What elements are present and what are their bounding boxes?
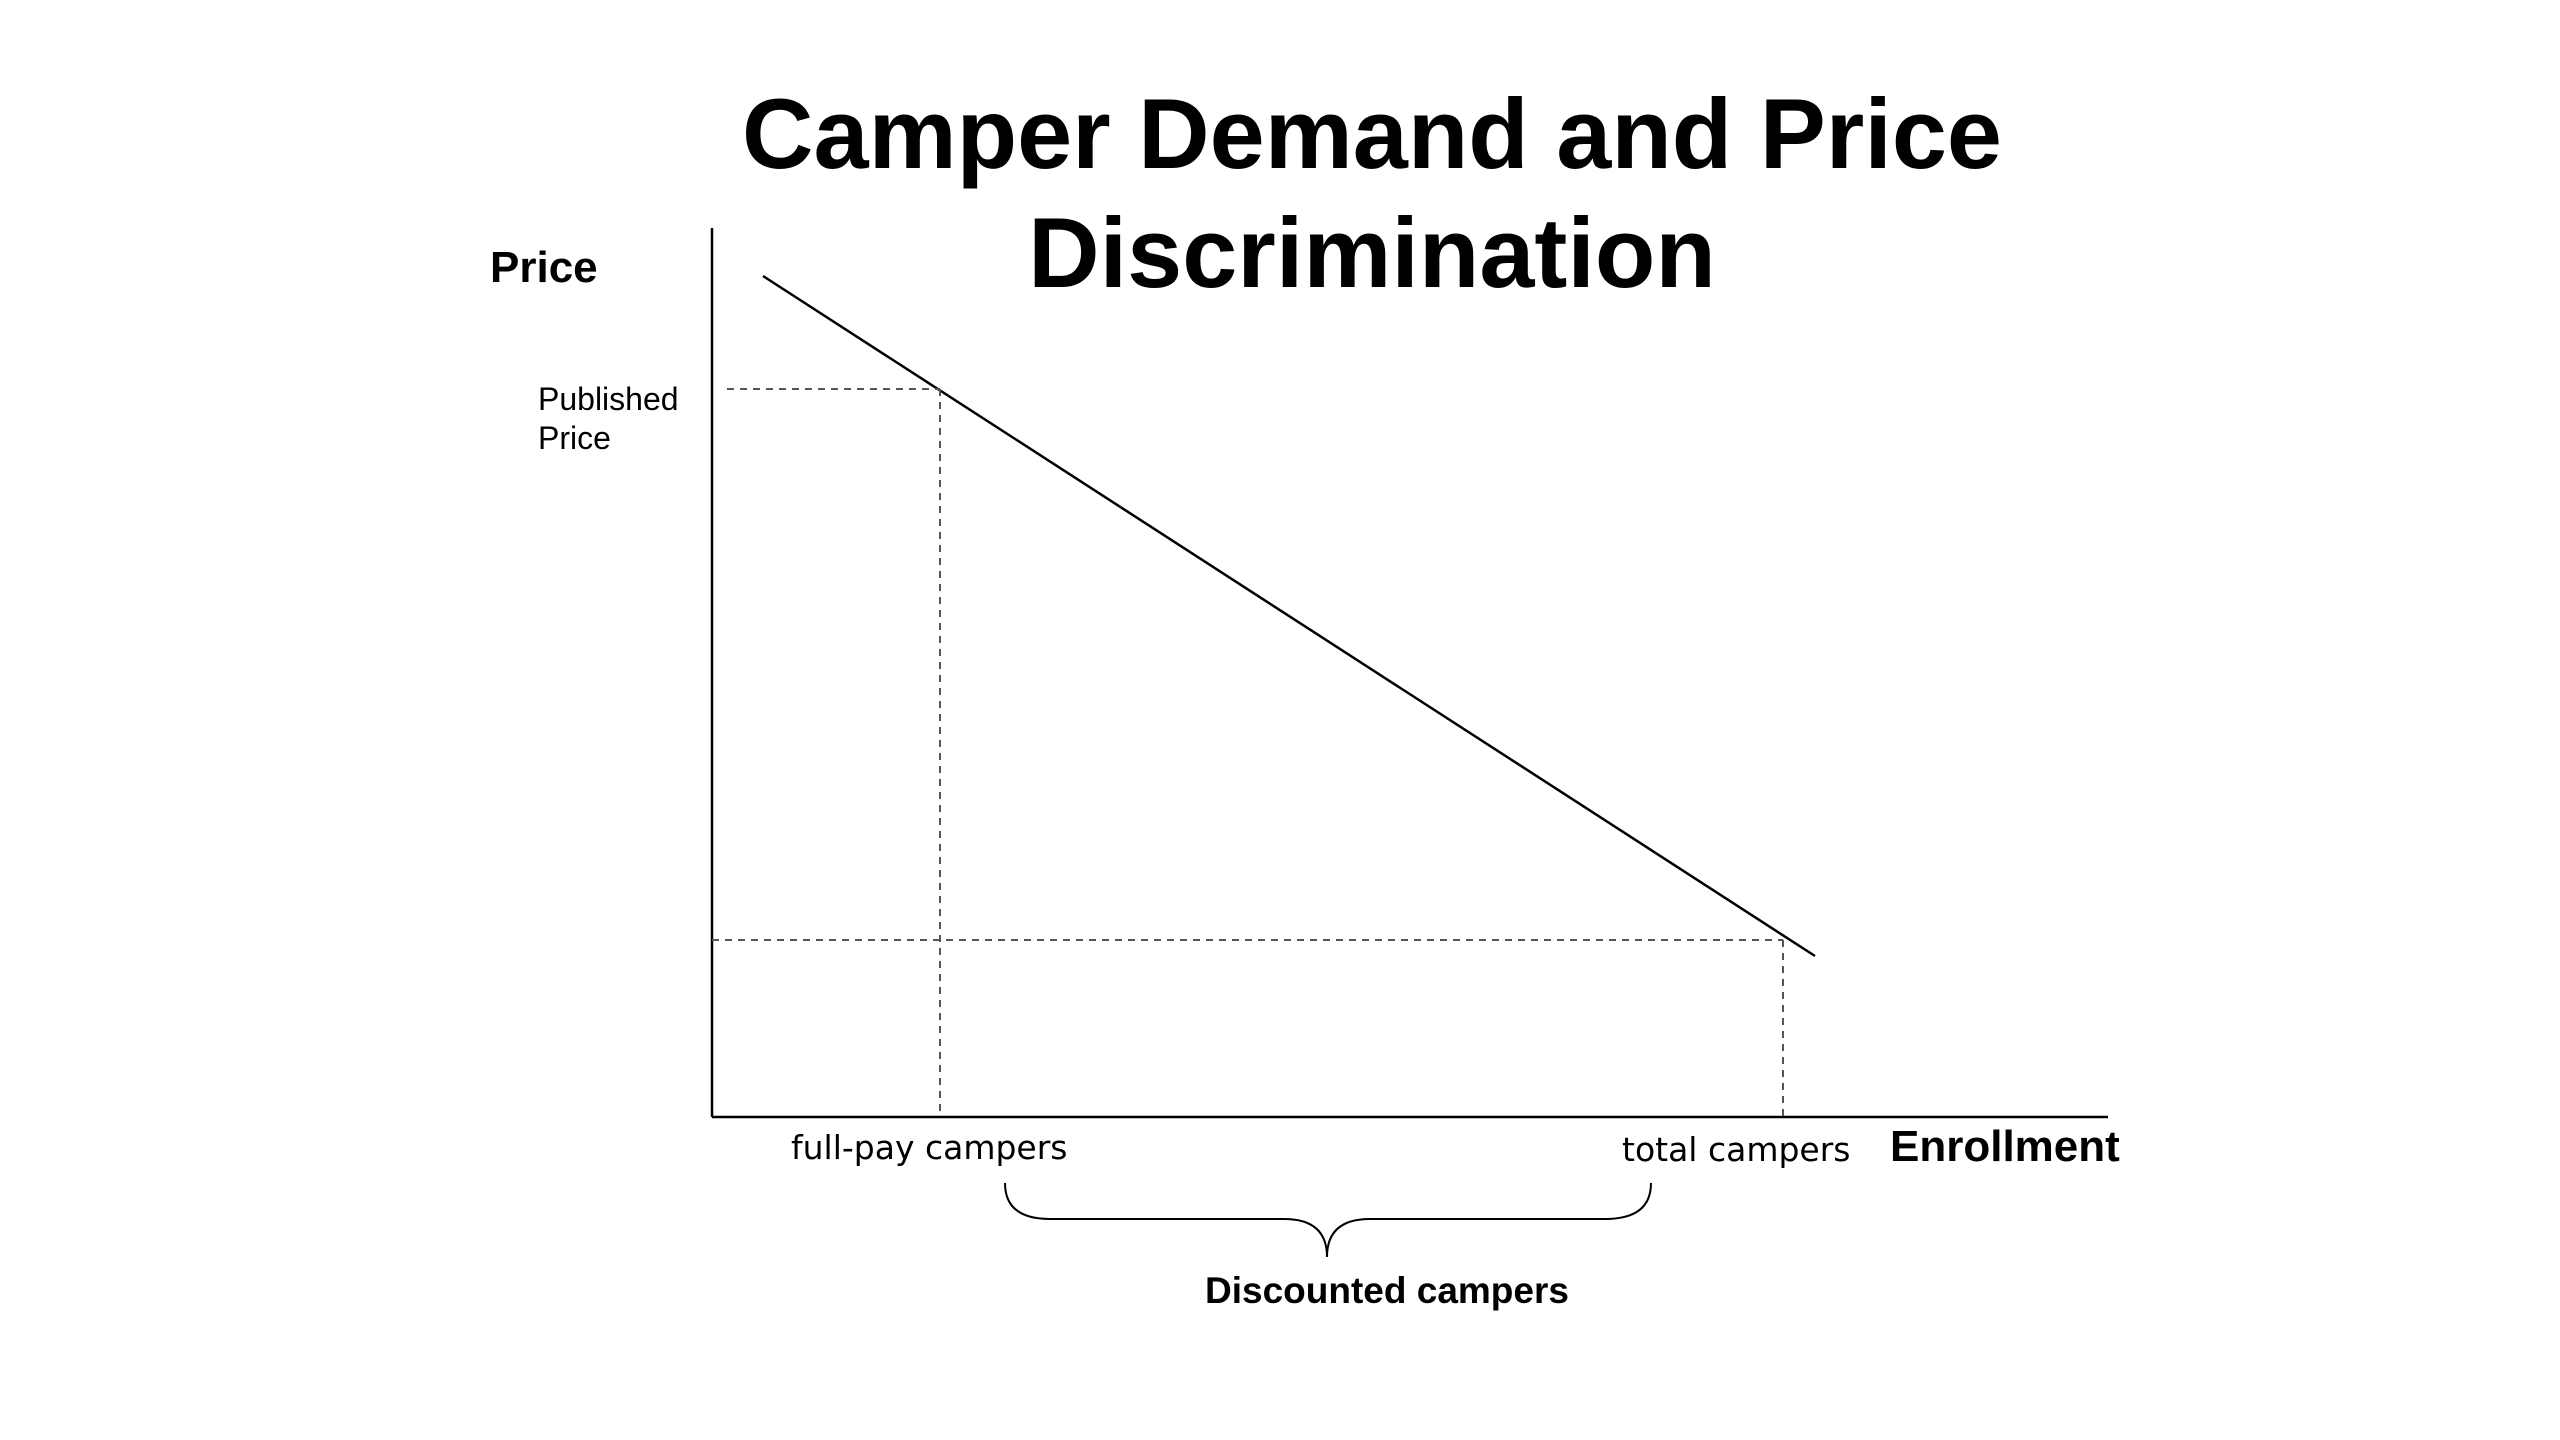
full-pay-campers-label: full-pay campers	[791, 1128, 1068, 1167]
diagram-title-line1: Camper Demand and Price	[742, 78, 2002, 189]
diagram-title-line2: Discrimination	[1028, 197, 1716, 308]
published-price-label-line1: Published	[538, 381, 679, 417]
discount-brace	[1004, 1182, 1652, 1258]
discounted-campers-label: Discounted campers	[1205, 1270, 1569, 1311]
total-campers-label: total campers	[1622, 1130, 1850, 1169]
y-axis-label: Price	[490, 243, 598, 292]
x-axis-label: Enrollment	[1890, 1122, 2120, 1171]
demand-curve	[762, 274, 1816, 958]
published-price-label-line2: Price	[538, 420, 611, 456]
